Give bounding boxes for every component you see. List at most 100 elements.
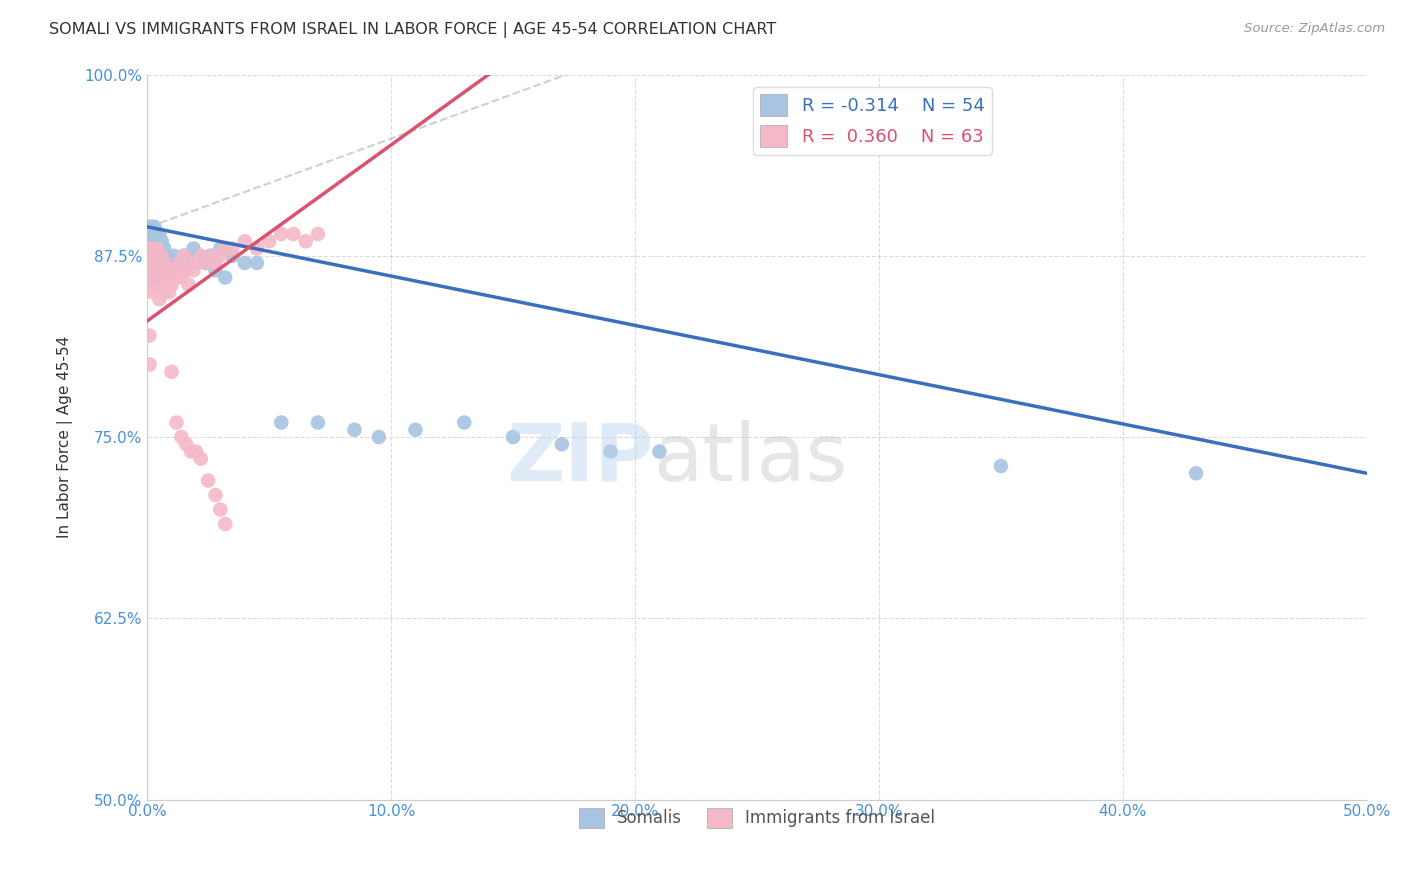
Point <box>599 444 621 458</box>
Point <box>153 256 176 270</box>
Point <box>143 263 166 277</box>
Point <box>197 474 219 488</box>
Point <box>150 263 173 277</box>
Point <box>551 437 574 451</box>
Point <box>160 365 183 379</box>
Point <box>148 242 170 256</box>
Point <box>138 227 160 241</box>
Point <box>165 263 187 277</box>
Point <box>177 256 200 270</box>
Point <box>190 249 212 263</box>
Point <box>367 430 389 444</box>
Point <box>156 249 179 263</box>
Point <box>209 242 232 256</box>
Point <box>200 249 222 263</box>
Point <box>221 242 243 256</box>
Point <box>180 444 202 458</box>
Point <box>174 437 197 451</box>
Point <box>187 249 209 263</box>
Point <box>246 256 269 270</box>
Point <box>141 234 163 248</box>
Y-axis label: In Labor Force | Age 45-54: In Labor Force | Age 45-54 <box>58 336 73 538</box>
Point <box>194 256 217 270</box>
Point <box>177 277 200 292</box>
Point <box>160 263 183 277</box>
Point <box>405 423 427 437</box>
Point <box>307 227 329 241</box>
Legend: Somalis, Immigrants from Israel: Somalis, Immigrants from Israel <box>572 801 942 835</box>
Point <box>141 249 163 263</box>
Point <box>153 285 176 299</box>
Point <box>343 423 366 437</box>
Point <box>184 256 207 270</box>
Point <box>138 328 160 343</box>
Point <box>270 416 292 430</box>
Point <box>146 256 169 270</box>
Point <box>148 256 170 270</box>
Point <box>146 242 169 256</box>
Point <box>163 270 186 285</box>
Point <box>138 256 160 270</box>
Point <box>146 256 169 270</box>
Text: Source: ZipAtlas.com: Source: ZipAtlas.com <box>1244 22 1385 36</box>
Point <box>257 234 280 248</box>
Point <box>214 516 236 531</box>
Point <box>143 277 166 292</box>
Point <box>283 227 305 241</box>
Point <box>141 285 163 299</box>
Point <box>204 488 226 502</box>
Point <box>150 249 173 263</box>
Point <box>173 249 195 263</box>
Point <box>173 249 195 263</box>
Point <box>183 263 205 277</box>
Text: SOMALI VS IMMIGRANTS FROM ISRAEL IN LABOR FORCE | AGE 45-54 CORRELATION CHART: SOMALI VS IMMIGRANTS FROM ISRAEL IN LABO… <box>49 22 776 38</box>
Point <box>204 256 226 270</box>
Point <box>150 277 173 292</box>
Point <box>160 277 183 292</box>
Point <box>157 270 180 285</box>
Point <box>146 270 169 285</box>
Point <box>153 270 176 285</box>
Point <box>165 416 187 430</box>
Point <box>138 242 160 256</box>
Point <box>204 263 226 277</box>
Point <box>200 249 222 263</box>
Point <box>141 256 163 270</box>
Point <box>214 270 236 285</box>
Point <box>148 263 170 277</box>
Point <box>453 416 475 430</box>
Point <box>233 234 256 248</box>
Point <box>307 416 329 430</box>
Point <box>1185 467 1208 481</box>
Point <box>209 249 232 263</box>
Point <box>184 444 207 458</box>
Point <box>246 242 269 256</box>
Point <box>160 263 183 277</box>
Point <box>153 242 176 256</box>
Point <box>294 234 316 248</box>
Point <box>143 249 166 263</box>
Point <box>148 277 170 292</box>
Point <box>990 458 1012 473</box>
Point <box>143 249 166 263</box>
Point <box>148 249 170 263</box>
Point <box>170 430 193 444</box>
Point <box>165 256 187 270</box>
Point <box>143 263 166 277</box>
Point <box>141 256 163 270</box>
Point <box>143 234 166 248</box>
Point <box>138 219 160 234</box>
Point <box>156 263 179 277</box>
Point <box>138 358 160 372</box>
Point <box>209 502 232 516</box>
Point <box>233 256 256 270</box>
Point <box>156 277 179 292</box>
Point <box>174 263 197 277</box>
Point <box>194 256 217 270</box>
Point <box>183 242 205 256</box>
Point <box>190 451 212 466</box>
Point <box>167 263 190 277</box>
Point <box>141 242 163 256</box>
Point <box>157 256 180 270</box>
Point <box>148 293 170 307</box>
